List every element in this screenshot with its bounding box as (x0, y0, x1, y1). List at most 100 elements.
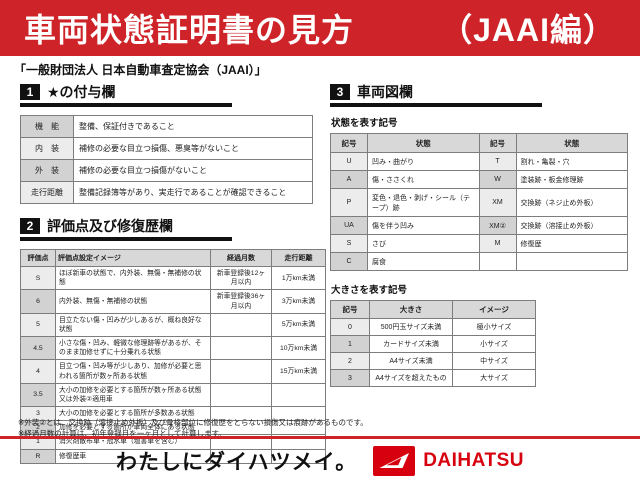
table-row: 機 能 整備、保証付きであること (20, 115, 313, 138)
daihatsu-wordmark: DAIHATSU (423, 450, 524, 471)
distance-cell: 10万km未満 (271, 336, 326, 361)
symbol-cell: 3 (330, 369, 370, 387)
score-desc-cell: 大小の加修を必要とする箇所が数ヶ所ある状態又は外装②適用車 (55, 382, 211, 408)
table-row: S さび M 修復歴 (330, 234, 628, 253)
section2-title: 評価点及び修復歴欄 (47, 218, 173, 234)
table-row: R 修復歴車 (20, 448, 326, 464)
column-header: 走行距離 (271, 249, 326, 267)
symbol-cell: A (330, 170, 368, 189)
symbol-cell: W (478, 170, 517, 189)
table-row: 4 目立つ傷・凹み等が少しあり、加修が必要と思われる箇所が数ヶ所ある状態 15万… (20, 359, 326, 384)
distance-cell: 15万km未満 (271, 359, 326, 384)
section3-title: 車両図欄 (357, 84, 413, 100)
section1-number-badge: 1 (20, 84, 40, 100)
table-row: 4.5 小さな傷・凹み、軽微な修理跡等があるが、そのまま加修せずに十分乗れる状態… (20, 336, 326, 361)
criteria-label: 機 能 (20, 115, 74, 138)
score-desc-cell: 目立つ傷・凹み等が少しあり、加修が必要と思われる箇所が数ヶ所ある状態 (55, 359, 211, 384)
condition-cell: 交換跡（ネジ止め外板） (515, 188, 628, 217)
symbol-cell: UA (330, 216, 368, 235)
months-cell (210, 382, 272, 408)
footnote-line: ※経過月数の計算は、初年登録月を一ヶ月として計算します。 (18, 429, 226, 439)
condition-cell: 傷を伴う凹み (367, 216, 480, 235)
distance-cell: 3万km未満 (271, 289, 326, 314)
table-row: A 傷・ささくれ W 塗装跡・板金修理跡 (330, 170, 628, 189)
condition-cell: 変色・退色・剥げ・シール（テープ）跡 (367, 188, 480, 217)
size-cell: A4サイズを超えたもの (369, 369, 453, 387)
distance-cell (271, 382, 326, 408)
symbol-cell: 2 (330, 352, 370, 370)
score-cell: 3.5 (20, 382, 56, 408)
condition-cell: 傷・ささくれ (367, 170, 480, 189)
size-image-cell: 極小サイズ (452, 318, 536, 336)
months-cell: 新車登録後36ヶ月以内 (210, 289, 272, 314)
score-desc-cell: ほぼ新車の状態で、内外装、無傷・無補修の状態 (55, 265, 211, 291)
condition-cell: 腐食 (367, 252, 480, 271)
score-desc-cell: 小さな傷・凹み、軽微な修理跡等があるが、そのまま加修せずに十分乗れる状態 (55, 336, 211, 361)
evaluation-score-table: 評価点 評価点設定イメージ 経過月数 走行距離 S ほぼ新車の状態で、内外装、無… (20, 249, 326, 464)
symbol-cell: C (330, 252, 368, 271)
size-cell: 500円玉サイズ未満 (369, 318, 453, 336)
size-symbols-table: 記号 大きさ イメージ 0 500円玉サイズ未満 極小サイズ 1 カードサイズ未… (330, 300, 536, 387)
left-column: 1 ★の付与欄 機 能 整備、保証付きであること 内 装 補修の必要な目立つ損傷… (20, 84, 326, 464)
score-desc-cell: 内外装、無傷・無補修の状態 (55, 289, 211, 314)
daihatsu-mark-icon (373, 446, 416, 476)
symbol-cell: M (478, 234, 517, 253)
months-cell: 新車登録後12ヶ月以内 (210, 265, 272, 291)
size-image-cell: 中サイズ (452, 352, 536, 370)
page-header: 車両状態証明書の見方 （JAAI編） (0, 0, 640, 56)
condition-cell: 割れ・亀裂・穴 (515, 152, 628, 171)
condition-symbols-table: 記号 状態 記号 状態 U 凹み・曲がり T 割れ・亀裂・穴 A 傷・ささくれ … (330, 133, 628, 271)
score-cell: 4.5 (20, 336, 56, 361)
column-header: 評価点設定イメージ (55, 249, 211, 267)
symbol-cell: U (330, 152, 368, 171)
distance-cell: 1万km未満 (271, 265, 326, 291)
table-row: 6 内外装、無傷・無補修の状態 新車登録後36ヶ月以内 3万km未満 (20, 289, 326, 314)
table-row: 1 カードサイズ未満 小サイズ (330, 335, 536, 353)
page-footer: わたしにダイハツメイ。 DAIHATSU (0, 444, 640, 478)
criteria-label: 外 装 (20, 159, 74, 182)
footnote-line: ※外装②とは、交換跡（溶接止め外板）及び骨格部位に修復歴をとらない損傷又は痕跡が… (18, 418, 368, 427)
size-image-cell: 大サイズ (452, 369, 536, 387)
table-row: S ほぼ新車の状態で、内外装、無傷・無補修の状態 新車登録後12ヶ月以内 1万k… (20, 265, 326, 291)
score-desc-cell: 目立たない傷・凹みが少しあるが、概ね良好な状態 (55, 312, 211, 338)
right-column: 3 車両図欄 状態を表す記号 記号 状態 記号 状態 U 凹み・曲がり T 割れ… (330, 84, 628, 387)
page-title-edition: （JAAI編） (440, 12, 616, 48)
criteria-desc: 整備記録簿等があり、実走行であることが確認できること (73, 181, 313, 204)
symbol-cell: P (330, 188, 368, 217)
months-cell (210, 359, 272, 384)
size-cell: A4サイズ未満 (369, 352, 453, 370)
size-symbols-label: 大きさを表す記号 (331, 285, 408, 296)
criteria-desc: 補修の必要な目立つ損傷、悪臭等がないこと (73, 137, 313, 160)
section1-header: 1 ★の付与欄 (20, 84, 232, 107)
condition-cell: さび (367, 234, 480, 253)
column-header: 状態 (367, 133, 480, 153)
symbol-cell (478, 252, 517, 271)
section3-header: 3 車両図欄 (330, 84, 542, 107)
criteria-label: 走行距離 (20, 181, 74, 204)
symbol-cell: XM② (478, 216, 517, 235)
criteria-label: 内 装 (20, 137, 74, 160)
column-header: 評価点 (20, 249, 56, 267)
section3-number-badge: 3 (330, 84, 350, 100)
column-header: 記号 (478, 133, 517, 153)
size-cell: カードサイズ未満 (369, 335, 453, 353)
distance-cell: 5万km未満 (271, 312, 326, 338)
score-cell: R (20, 448, 56, 464)
distance-cell (271, 448, 326, 464)
table-header-row: 記号 状態 記号 状態 (330, 133, 628, 153)
daihatsu-slogan-logo: わたしにダイハツメイ。 (116, 451, 358, 474)
symbol-cell: S (330, 234, 368, 253)
table-header-row: 記号 大きさ イメージ (330, 300, 536, 319)
column-header: 記号 (330, 300, 370, 319)
size-image-cell: 小サイズ (452, 335, 536, 353)
daihatsu-logo: DAIHATSU (373, 446, 524, 476)
condition-cell: 修復歴 (515, 234, 628, 253)
table-row: P 変色・退色・剥げ・シール（テープ）跡 XM 交換跡（ネジ止め外板） (330, 188, 628, 217)
column-header: 経過月数 (210, 249, 272, 267)
score-cell: S (20, 265, 56, 291)
symbol-cell: 1 (330, 335, 370, 353)
score-cell: 4 (20, 359, 56, 384)
table-row: 5 目立たない傷・凹みが少しあるが、概ね良好な状態 5万km未満 (20, 312, 326, 338)
table-row: C 腐食 (330, 252, 628, 271)
star-criteria-table: 機 能 整備、保証付きであること 内 装 補修の必要な目立つ損傷、悪臭等がないこ… (20, 115, 313, 204)
